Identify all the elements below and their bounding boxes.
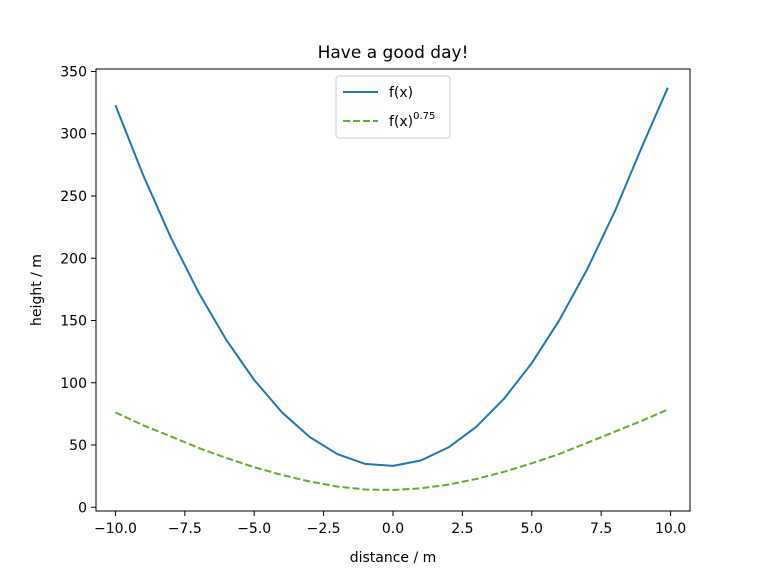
x-tick-label: −10.0 [94,521,137,537]
y-axis: 0 50 100 150 200 250 300 350 [60,64,96,516]
y-tick-label: 150 [60,314,87,330]
series-line-2 [114,408,669,491]
legend: f(x) f(x)0.75 [335,75,451,139]
x-tick-label: −7.5 [168,521,202,537]
y-tick-label: 200 [60,251,87,267]
x-tick-label: 7.5 [590,521,612,537]
y-tick-label: 350 [60,64,87,80]
x-tick-label: 2.5 [451,521,473,537]
legend-entry-label: f(x) [389,85,413,101]
x-tick-label: 10.0 [655,521,686,537]
x-tick-label: −5.0 [237,521,271,537]
legend-entry-label: f(x)0.75 [389,111,435,130]
y-tick-label: 300 [60,127,87,143]
y-tick-label: 100 [60,376,87,392]
y-tick-label: 250 [60,189,87,205]
x-tick-label: 5.0 [521,521,543,537]
series-line-1 [114,87,669,467]
y-tick-label: 0 [78,500,87,516]
y-tick-label: 50 [69,438,87,454]
x-tick-label: 0.0 [382,521,404,537]
plot-area [114,87,669,491]
x-tick-label: −2.5 [307,521,341,537]
x-axis-label: distance / m [350,550,437,566]
x-axis: −10.0 −7.5 −5.0 −2.5 0.0 2.5 5.0 7.5 10.0 [94,511,686,537]
y-axis-label: height / m [29,254,45,326]
chart-title: Have a good day! [318,43,469,63]
